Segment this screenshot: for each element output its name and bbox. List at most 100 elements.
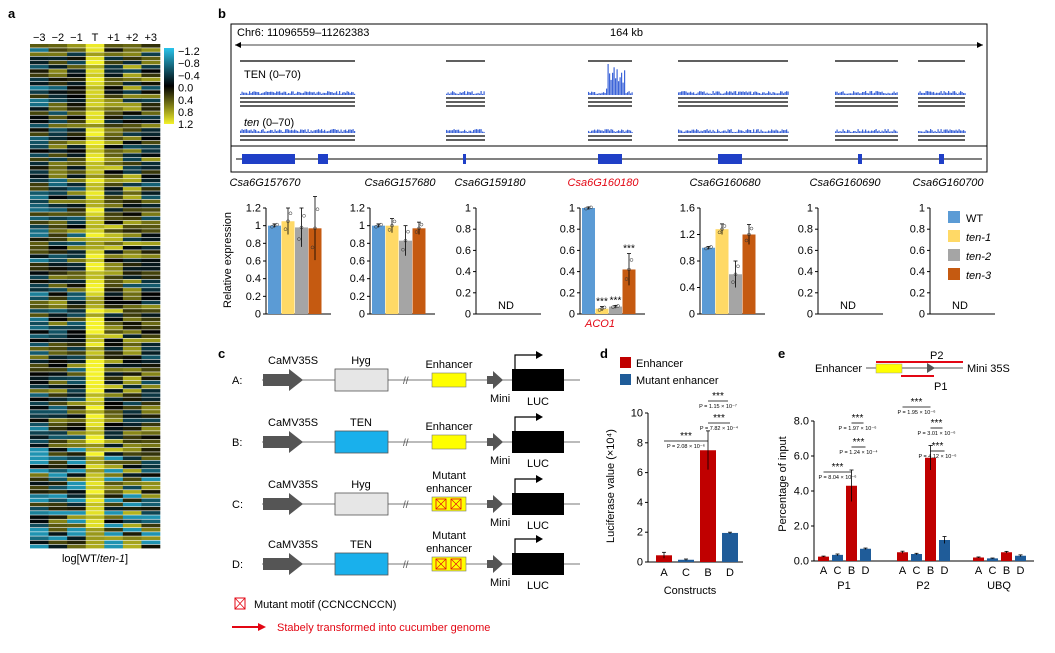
signal-bar — [880, 92, 882, 95]
signal-bar — [960, 130, 962, 133]
signal-bar — [868, 130, 870, 133]
heatmap-cell — [85, 296, 105, 301]
heatmap-cell — [67, 485, 87, 490]
signal-bar — [601, 92, 603, 95]
signal-bar — [927, 91, 929, 95]
heatmap-cell — [85, 506, 105, 511]
heatmap-col-label: +2 — [126, 32, 139, 44]
signal-bar — [933, 131, 935, 133]
signal-bar — [597, 129, 599, 133]
signal-bar — [613, 131, 615, 133]
signal-bar — [925, 91, 927, 95]
signal-bar — [331, 129, 333, 133]
signal-bar — [280, 130, 282, 133]
signal-bar — [699, 131, 701, 133]
signal-bar — [256, 131, 258, 133]
gene-label-csa6g160690: Csa6G160690 — [810, 177, 882, 189]
expression-chart-csa6g157670: 00.20.40.60.811.2 — [246, 196, 331, 321]
panel-label-b: b — [218, 6, 226, 21]
p-value: P = 1.97 × 10⁻⁶ — [838, 425, 876, 432]
heatmap-cell — [48, 65, 68, 69]
heatmap-cell — [104, 233, 124, 237]
signal-bar — [483, 91, 485, 95]
signal-bar — [963, 93, 965, 95]
heatmap-cell — [122, 178, 142, 183]
signal-bar — [723, 93, 725, 95]
signal-bar — [265, 91, 267, 95]
heatmap-cell — [67, 309, 87, 313]
heatmap-cell — [122, 300, 142, 305]
signal-bar — [621, 129, 623, 133]
heatmap-cell — [122, 199, 142, 204]
heatmap-cell — [141, 477, 161, 482]
signal-bar — [352, 92, 354, 95]
signal-bar — [455, 93, 457, 95]
heatmap-cell — [48, 464, 68, 469]
y-tick-label: 10 — [631, 408, 643, 420]
signal-bar — [922, 131, 924, 133]
heatmap-cell — [85, 115, 105, 120]
legend-swatch-WT — [948, 211, 960, 223]
heatmap-cell — [141, 456, 161, 461]
heatmap-cell — [30, 250, 49, 254]
heatmap-cell — [141, 267, 161, 271]
heatmap-cell — [85, 397, 105, 402]
signal-bar — [780, 91, 782, 95]
heatmap-cell — [104, 359, 124, 364]
motif-legend: Mutant motif (CCNCCNCCN) — [234, 597, 396, 611]
heatmap-cell — [67, 405, 87, 410]
heatmap-cell — [30, 321, 49, 326]
signal-bar — [628, 91, 630, 95]
heatmap-cell — [67, 69, 87, 73]
heatmap-cell — [141, 220, 161, 225]
heatmap-cell — [48, 224, 68, 229]
heatmap-cell — [122, 351, 142, 355]
heatmap-cell — [30, 368, 49, 372]
heatmap-cell — [85, 123, 105, 128]
signal-bar — [954, 130, 956, 133]
signal-bar — [291, 91, 293, 95]
signal-bar — [682, 91, 684, 95]
x-tick-label: D — [1017, 565, 1025, 577]
heatmap-cell — [48, 405, 68, 410]
signal-bar — [845, 131, 847, 133]
signal-bar — [963, 130, 965, 133]
signal-bar — [690, 130, 692, 133]
signal-bar — [470, 92, 472, 95]
heatmap-cell — [48, 149, 68, 153]
heatmap-cell — [122, 401, 142, 406]
y-tick-label: 0.8 — [680, 256, 695, 268]
heatmap-cell — [104, 418, 124, 423]
signal-bar — [771, 93, 773, 95]
signal-bar — [765, 93, 767, 95]
heatmap-cell — [122, 368, 142, 372]
heatmap-cell — [104, 321, 124, 326]
heatmap-cell — [67, 523, 87, 528]
heatmap-cell — [141, 536, 161, 540]
bar-UBQ-B — [1001, 552, 1012, 561]
signal-bar — [603, 131, 605, 133]
gene-model — [858, 154, 862, 164]
heatmap-cell — [104, 464, 124, 469]
signal-bar — [691, 129, 693, 133]
signal-bar — [925, 129, 927, 133]
signal-bar — [939, 92, 941, 95]
heatmap-cell — [67, 443, 87, 448]
legend-swatch-enhancer — [620, 357, 631, 368]
signal-bar — [627, 92, 629, 95]
signal-bar — [744, 131, 746, 133]
signal-bar — [942, 93, 944, 95]
heatmap-cell — [104, 279, 124, 284]
signal-bar — [276, 91, 278, 95]
heatmap-cell — [85, 86, 105, 90]
heatmap-cell — [67, 157, 87, 162]
heatmap-cell — [48, 485, 68, 490]
heatmap-cell — [85, 544, 105, 549]
bar-P1-C — [832, 554, 843, 561]
heatmap-cell — [104, 275, 124, 280]
heatmap-cell — [48, 313, 68, 317]
signal-bar — [589, 93, 591, 95]
heatmap-cell — [85, 464, 105, 469]
